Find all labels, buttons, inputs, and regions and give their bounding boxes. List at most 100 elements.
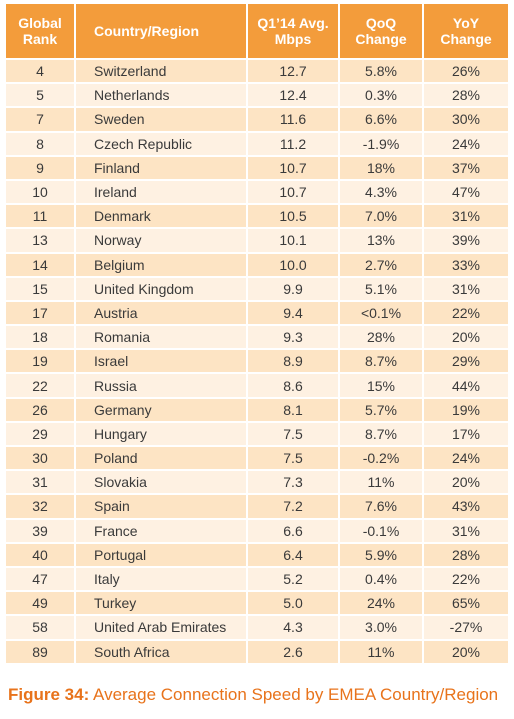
table-row: 30 Poland 7.5 -0.2% 24% [6, 445, 508, 470]
cell-qoq-change: 18% [340, 156, 424, 179]
table-body: 4 Switzerland 12.7 5.8% 26% 5 Netherlands 12.4 0… [6, 58, 508, 663]
cell-avg-mbps: 7.5 [248, 447, 340, 470]
cell-country-region: Slovakia [76, 471, 248, 494]
table-row: 58 United Arab Emirates 4.3 3.0% -27% [6, 614, 508, 639]
cell-qoq-change: 7.6% [340, 495, 424, 518]
cell-global-rank: 47 [6, 567, 76, 591]
cell-global-rank: 14 [6, 253, 76, 276]
cell-country-region: Hungary [76, 422, 248, 445]
cell-country-region: Romania [76, 326, 248, 349]
cell-qoq-change: 5.9% [340, 543, 424, 566]
cell-qoq-change: 0.3% [340, 84, 424, 107]
cell-qoq-change: 6.6% [340, 108, 424, 131]
cell-country-region: South Africa [76, 640, 248, 663]
cell-avg-mbps: 5.2 [248, 567, 340, 591]
cell-global-rank: 40 [6, 543, 76, 566]
cell-qoq-change: 5.8% [340, 60, 424, 83]
cell-qoq-change: 0.4% [340, 567, 424, 591]
cell-qoq-change: 2.7% [340, 253, 424, 276]
table-row: 49 Turkey 5.0 24% 65% [6, 590, 508, 615]
cell-global-rank: 5 [6, 84, 76, 107]
cell-yoy-change: 33% [451, 256, 481, 273]
table-row: 11 Denmark 10.5 7.0% 31% [6, 203, 508, 228]
cell-avg-mbps: 6.6 [248, 519, 340, 542]
cell-avg-mbps: 11.2 [248, 132, 340, 155]
cell-country-region: France [76, 519, 248, 542]
cell-global-rank: 8 [6, 132, 76, 155]
cell-qoq-change: -0.2% [340, 447, 424, 470]
table-row: 5 Netherlands 12.4 0.3% 28% [6, 82, 508, 107]
cell-avg-mbps: 8.6 [248, 374, 340, 397]
table-row: 39 France 6.6 -0.1% 31% [6, 517, 508, 542]
cell-yoy-change: 31% [451, 208, 481, 225]
cell-country-region: Italy [76, 567, 248, 591]
cell-yoy-change: 43% [451, 498, 481, 515]
cell-avg-mbps: 11.6 [248, 108, 340, 131]
cell-qoq-change: 4.3% [340, 180, 424, 204]
cell-qoq-change: 24% [340, 592, 424, 615]
figure-caption-text: Average Connection Speed by EMEA Country… [89, 685, 499, 704]
cell-global-rank: 4 [6, 60, 76, 83]
cell-avg-mbps: 7.3 [248, 471, 340, 494]
cell-global-rank: 9 [6, 156, 76, 179]
table-row: 14 Belgium 10.0 2.7% 33% [6, 251, 508, 276]
table-row: 22 Russia 8.6 15% 44% [6, 372, 508, 397]
cell-country-region: Finland [76, 156, 248, 179]
cell-global-rank: 31 [6, 471, 76, 494]
cell-global-rank: 39 [6, 519, 76, 542]
cell-qoq-change: 8.7% [340, 350, 424, 373]
table-header: Global Rank Country/Region Q1’14 Avg. Mbps… [6, 4, 508, 58]
speed-table: Global Rank Country/Region Q1’14 Avg. Mbps… [6, 4, 508, 663]
table-row: 40 Portugal 6.4 5.9% 28% [6, 541, 508, 566]
cell-country-region: Austria [76, 301, 248, 325]
cell-country-region: Belgium [76, 253, 248, 276]
cell-global-rank: 49 [6, 592, 76, 615]
cell-global-rank: 11 [6, 205, 76, 228]
cell-yoy-change: 29% [451, 353, 481, 370]
cell-yoy-change: 20% [451, 643, 481, 660]
cell-country-region: Portugal [76, 543, 248, 566]
cell-yoy-change: 17% [451, 425, 481, 442]
cell-global-rank: 13 [6, 229, 76, 252]
table-row: 9 Finland 10.7 18% 37% [6, 154, 508, 179]
cell-yoy-change: 37% [451, 159, 481, 176]
table-row: 18 Romania 9.3 28% 20% [6, 324, 508, 349]
cell-country-region: Israel [76, 350, 248, 373]
cell-yoy-change: 24% [451, 135, 481, 152]
cell-country-region: Russia [76, 374, 248, 397]
cell-qoq-change: 28% [340, 326, 424, 349]
cell-country-region: Norway [76, 229, 248, 252]
cell-global-rank: 7 [6, 108, 76, 131]
header-qoq-change: QoQ Change [340, 4, 424, 58]
cell-country-region: Sweden [76, 108, 248, 131]
cell-avg-mbps: 10.7 [248, 180, 340, 204]
cell-country-region: Denmark [76, 205, 248, 228]
header-yoy-change: YoY Change [440, 15, 492, 47]
cell-yoy-change: 28% [451, 546, 481, 563]
cell-yoy-change: 26% [451, 63, 481, 80]
cell-country-region: Czech Republic [76, 132, 248, 155]
cell-qoq-change: 5.7% [340, 398, 424, 421]
cell-global-rank: 30 [6, 447, 76, 470]
table-row: 29 Hungary 7.5 8.7% 17% [6, 420, 508, 445]
table-row: 89 South Africa 2.6 11% 20% [6, 638, 508, 663]
cell-global-rank: 26 [6, 398, 76, 421]
cell-country-region: Turkey [76, 592, 248, 615]
cell-qoq-change: <0.1% [340, 301, 424, 325]
cell-global-rank: 18 [6, 326, 76, 349]
cell-yoy-change: 20% [451, 329, 481, 346]
cell-yoy-change: 19% [451, 401, 481, 418]
cell-qoq-change: 5.1% [340, 277, 424, 300]
cell-yoy-change: 44% [451, 377, 481, 394]
cell-avg-mbps: 10.5 [248, 205, 340, 228]
cell-global-rank: 32 [6, 495, 76, 518]
cell-global-rank: 15 [6, 277, 76, 300]
cell-avg-mbps: 9.4 [248, 301, 340, 325]
cell-avg-mbps: 4.3 [248, 616, 340, 639]
cell-global-rank: 58 [6, 616, 76, 639]
cell-yoy-change: 39% [451, 232, 481, 249]
table-row: 19 Israel 8.9 8.7% 29% [6, 348, 508, 373]
cell-yoy-change: 22% [451, 571, 481, 588]
cell-yoy-change: 31% [451, 280, 481, 297]
cell-qoq-change: 11% [340, 471, 424, 494]
